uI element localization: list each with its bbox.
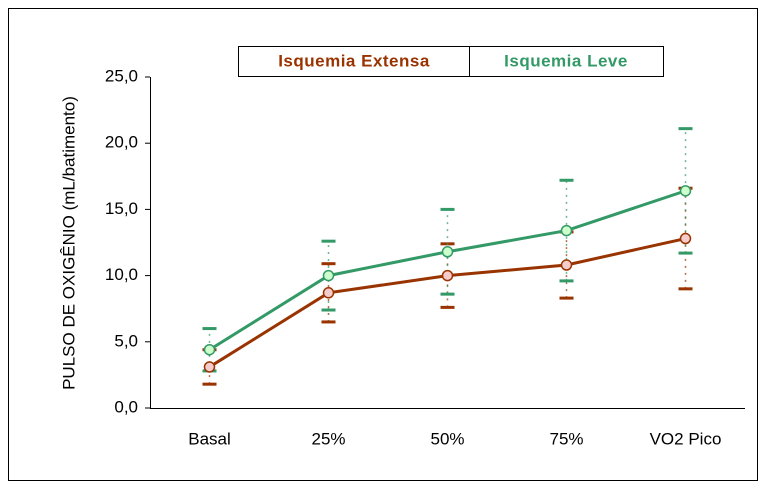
legend-label: Isquemia Leve	[504, 51, 628, 70]
y-tick-label: 0,0	[114, 397, 138, 416]
x-tick-label: 25%	[311, 429, 345, 448]
data-point	[679, 185, 692, 197]
x-tick-label: VO2 Pico	[650, 429, 722, 448]
y-tick-label: 10,0	[105, 265, 138, 284]
data-point	[322, 287, 335, 299]
legend-label: Isquemia Extensa	[278, 51, 430, 70]
data-point	[203, 361, 216, 373]
y-tick-label: 15,0	[105, 199, 138, 218]
data-point	[679, 232, 692, 245]
data-point	[560, 259, 573, 271]
data-point	[322, 269, 335, 282]
y-tick-label: 25,0	[105, 66, 138, 85]
x-tick-label: 75%	[549, 429, 583, 448]
y-tick-label: 20,0	[105, 133, 138, 152]
chart-border	[8, 8, 758, 481]
data-point	[560, 224, 573, 237]
data-point	[441, 269, 454, 282]
legend-box	[238, 46, 664, 77]
x-tick-label: 50%	[430, 429, 464, 448]
x-tick-label: Basal	[188, 429, 231, 448]
y-tick-label: 5,0	[114, 331, 138, 350]
data-point	[203, 343, 216, 356]
y-axis-label: PULSO DE OXIGÊNIO (mL/batimento)	[59, 96, 78, 390]
data-point	[441, 246, 454, 258]
